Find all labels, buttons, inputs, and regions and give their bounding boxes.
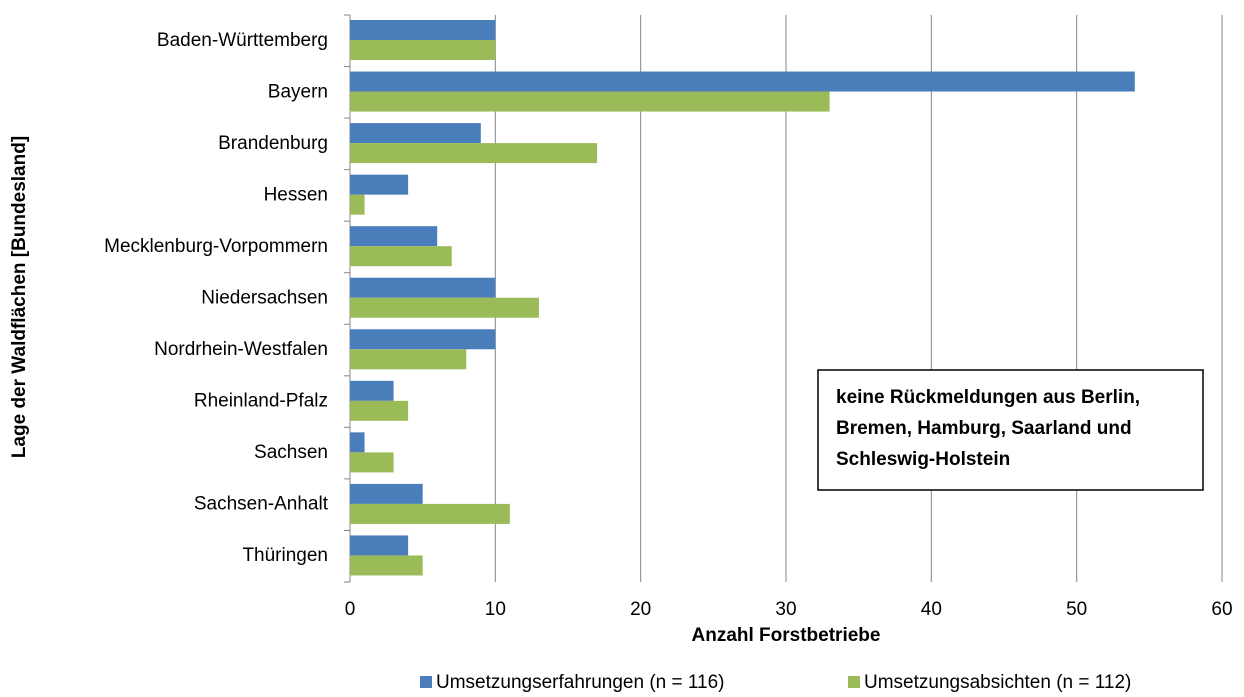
bar <box>350 555 423 576</box>
legend-swatch <box>420 676 432 688</box>
legend-label: Umsetzungsabsichten (n = 112) <box>864 672 1131 693</box>
x-tick-label: 20 <box>630 599 651 620</box>
bar <box>350 71 1135 92</box>
bar <box>350 91 830 112</box>
annotation: keine Rückmeldungen aus Berlin, <box>836 387 1140 408</box>
legend-swatch <box>848 676 860 688</box>
x-tick-label: 0 <box>345 599 356 620</box>
bar <box>350 123 481 144</box>
bar <box>350 329 496 350</box>
bar <box>350 174 409 195</box>
y-tick-label: Hessen <box>264 184 328 205</box>
x-tick-label: 30 <box>775 599 796 620</box>
annotation: Schleswig-Holstein <box>836 449 1010 470</box>
y-tick-label: Nordrhein-Westfalen <box>154 339 328 360</box>
bar <box>350 194 365 215</box>
bar <box>350 483 423 504</box>
x-tick-label: 40 <box>921 599 942 620</box>
y-tick-label: Baden-Württemberg <box>157 30 328 51</box>
bar <box>350 349 467 370</box>
x-tick-label: 10 <box>485 599 506 620</box>
y-tick-label: Sachsen-Anhalt <box>194 494 329 515</box>
legend-label: Umsetzungserfahrungen (n = 116) <box>436 672 725 693</box>
bar <box>350 380 394 401</box>
y-tick-label: Mecklenburg-Vorpommern <box>104 236 328 257</box>
y-tick-label: Thüringen <box>242 545 328 566</box>
bar <box>350 20 496 40</box>
y-tick-label: Brandenburg <box>218 133 328 154</box>
bar <box>350 297 539 318</box>
bar <box>350 432 365 453</box>
bar <box>350 246 452 267</box>
bar <box>350 40 496 60</box>
bar <box>350 503 510 524</box>
x-tick-label: 60 <box>1211 599 1232 620</box>
y-tick-label: Rheinland-Pfalz <box>194 391 328 412</box>
bar <box>350 143 598 164</box>
y-axis-label: Lage der Waldflächen [Bundesland] <box>9 136 30 458</box>
bar <box>350 535 409 556</box>
bar <box>350 452 394 473</box>
x-axis-label: Anzahl Forstbetriebe <box>692 625 881 646</box>
annotation-box <box>817 369 1204 491</box>
annotation: Bremen, Hamburg, Saarland und <box>836 418 1132 439</box>
bar <box>350 226 438 247</box>
bar <box>350 400 409 421</box>
y-tick-label: Sachsen <box>254 442 328 463</box>
y-tick-label: Bayern <box>268 81 328 102</box>
y-tick-label: Niedersachsen <box>201 288 328 309</box>
x-tick-label: 50 <box>1066 599 1087 620</box>
bar <box>350 277 496 298</box>
